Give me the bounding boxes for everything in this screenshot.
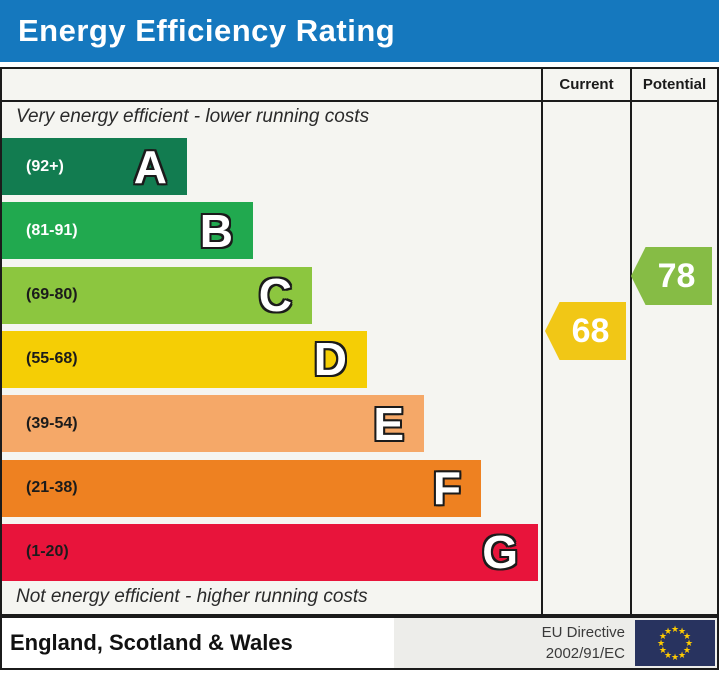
epc-band-G: (1-20) G bbox=[2, 523, 538, 581]
band-letter: B bbox=[199, 204, 233, 257]
footer: England, Scotland & Wales EU Directive 2… bbox=[0, 616, 719, 670]
region-label: England, Scotland & Wales bbox=[2, 618, 394, 668]
potential-rating-arrow: 78 bbox=[631, 247, 712, 305]
table-header-row: Current Potential bbox=[2, 69, 717, 102]
band-range-label: (92+) bbox=[26, 157, 64, 175]
column-header-current: Current bbox=[559, 76, 614, 93]
potential-column-divider bbox=[630, 69, 632, 614]
band-range-label: (81-91) bbox=[26, 221, 78, 239]
eu-directive-label: EU Directive 2002/91/EC bbox=[542, 622, 625, 664]
svg-text:★: ★ bbox=[683, 645, 691, 655]
band-letter: E bbox=[373, 397, 404, 450]
svg-text:★: ★ bbox=[671, 652, 679, 662]
band-range-label: (69-80) bbox=[26, 286, 78, 304]
band-letter: C bbox=[258, 269, 292, 322]
epc-band-C: (69-80) C bbox=[2, 266, 312, 324]
band-range-label: (21-38) bbox=[26, 479, 78, 496]
band-range-label: (55-68) bbox=[26, 350, 78, 368]
epc-band-B: (81-91) B bbox=[2, 202, 253, 260]
epc-band-F: (21-38) F bbox=[2, 459, 481, 517]
page-title: Energy Efficiency Rating bbox=[0, 0, 719, 62]
band-letter: G bbox=[482, 526, 518, 579]
band-range-label: (1-20) bbox=[26, 543, 69, 561]
svg-text:★: ★ bbox=[683, 631, 691, 641]
svg-text:★: ★ bbox=[664, 626, 672, 636]
svg-text:★: ★ bbox=[671, 624, 679, 634]
rating-table: Current Potential Very energy efficient … bbox=[0, 67, 719, 616]
svg-text:★: ★ bbox=[657, 638, 665, 648]
band-range-label: (39-54) bbox=[26, 414, 78, 432]
band-letter: F bbox=[432, 462, 461, 514]
svg-text:★: ★ bbox=[685, 638, 693, 648]
top-note: Very energy efficient - lower running co… bbox=[16, 106, 370, 127]
svg-text:★: ★ bbox=[678, 650, 686, 660]
epc-band-E: (39-54) E bbox=[2, 395, 424, 453]
eu-flag-icon: ★★★★★★★★★★★★ bbox=[635, 620, 715, 666]
column-header-potential: Potential bbox=[642, 76, 707, 93]
eu-directive-line2: 2002/91/EC bbox=[545, 645, 625, 662]
epc-band-D: (55-68) D bbox=[2, 330, 367, 388]
bottom-note: Not energy efficient - higher running co… bbox=[16, 586, 368, 607]
current-rating-arrow: 68 bbox=[545, 302, 626, 360]
svg-text:★: ★ bbox=[659, 645, 667, 655]
svg-text:★: ★ bbox=[664, 650, 672, 660]
svg-text:★: ★ bbox=[678, 626, 686, 636]
eu-directive-line1: EU Directive bbox=[541, 624, 625, 641]
footer-right: EU Directive 2002/91/EC ★ ★ ★ ★ ★ ★ ★ ★ ★ ★ ★ ★ bbox=[394, 618, 717, 668]
svg-text:★: ★ bbox=[659, 631, 667, 641]
band-letter: D bbox=[313, 333, 347, 386]
band-letter: A bbox=[133, 140, 167, 193]
epc-band-A: (92+) A bbox=[2, 138, 187, 195]
current-column-divider bbox=[541, 69, 543, 614]
